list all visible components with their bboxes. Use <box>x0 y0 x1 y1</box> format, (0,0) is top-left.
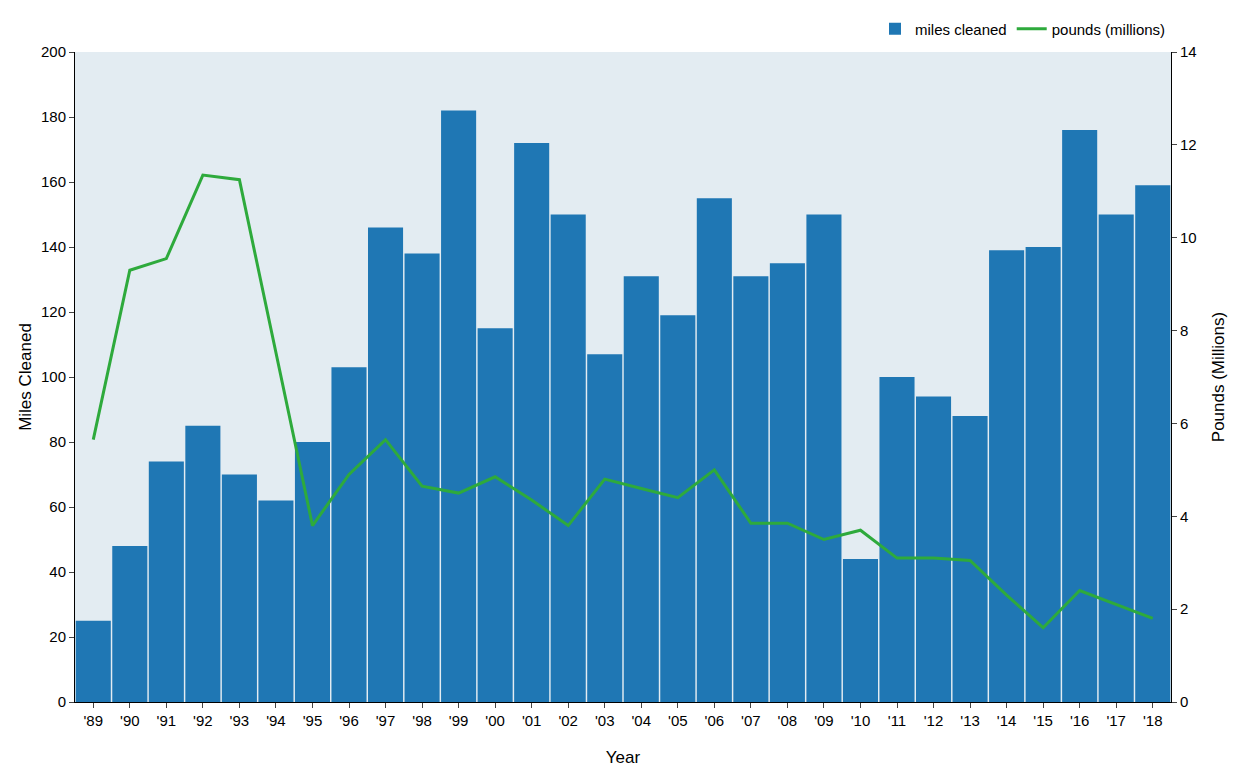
svg-text:'02: '02 <box>558 712 578 729</box>
svg-text:'11: '11 <box>888 712 906 729</box>
svg-text:'01: '01 <box>522 712 542 729</box>
svg-text:160: 160 <box>41 173 66 190</box>
svg-text:'93: '93 <box>230 712 250 729</box>
svg-text:140: 140 <box>41 238 66 255</box>
svg-text:'03: '03 <box>595 712 615 729</box>
svg-text:2: 2 <box>1180 600 1188 617</box>
svg-text:'12: '12 <box>924 712 944 729</box>
svg-text:6: 6 <box>1180 415 1188 432</box>
svg-text:'98: '98 <box>412 712 432 729</box>
svg-text:'13: '13 <box>960 712 980 729</box>
svg-text:40: 40 <box>49 563 66 580</box>
svg-text:8: 8 <box>1180 322 1188 339</box>
svg-text:20: 20 <box>49 628 66 645</box>
svg-text:'07: '07 <box>741 712 761 729</box>
svg-text:'89: '89 <box>83 712 103 729</box>
svg-text:'91: '91 <box>157 712 177 729</box>
svg-text:4: 4 <box>1180 508 1188 525</box>
svg-text:'15: '15 <box>1033 712 1053 729</box>
svg-text:120: 120 <box>41 303 66 320</box>
svg-text:'06: '06 <box>705 712 725 729</box>
svg-text:'10: '10 <box>851 712 871 729</box>
svg-text:'08: '08 <box>778 712 798 729</box>
svg-text:80: 80 <box>49 433 66 450</box>
svg-text:'97: '97 <box>376 712 396 729</box>
svg-text:Year: Year <box>606 748 641 767</box>
svg-text:200: 200 <box>41 43 66 60</box>
svg-text:Pounds (Millions): Pounds (Millions) <box>1209 312 1228 442</box>
svg-text:'92: '92 <box>193 712 213 729</box>
svg-text:12: 12 <box>1180 136 1197 153</box>
svg-text:pounds (millions): pounds (millions) <box>1052 21 1165 38</box>
svg-text:'95: '95 <box>303 712 323 729</box>
svg-text:'96: '96 <box>339 712 359 729</box>
svg-text:'90: '90 <box>120 712 140 729</box>
svg-text:0: 0 <box>58 693 66 710</box>
svg-text:10: 10 <box>1180 229 1197 246</box>
svg-text:'00: '00 <box>485 712 505 729</box>
svg-text:miles cleaned: miles cleaned <box>915 21 1007 38</box>
svg-text:'99: '99 <box>449 712 469 729</box>
svg-text:Miles Cleaned: Miles Cleaned <box>16 323 35 431</box>
svg-text:'16: '16 <box>1070 712 1090 729</box>
svg-text:'17: '17 <box>1106 712 1126 729</box>
svg-text:60: 60 <box>49 498 66 515</box>
svg-text:'94: '94 <box>266 712 286 729</box>
svg-text:'04: '04 <box>631 712 651 729</box>
svg-text:0: 0 <box>1180 693 1188 710</box>
svg-text:14: 14 <box>1180 43 1197 60</box>
svg-text:'05: '05 <box>668 712 688 729</box>
svg-text:'09: '09 <box>814 712 834 729</box>
svg-text:100: 100 <box>41 368 66 385</box>
svg-text:'14: '14 <box>997 712 1017 729</box>
svg-text:180: 180 <box>41 108 66 125</box>
svg-text:'18: '18 <box>1143 712 1163 729</box>
